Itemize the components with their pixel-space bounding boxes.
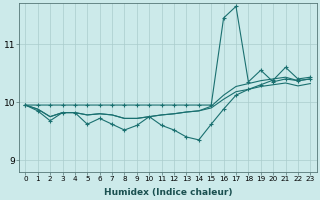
X-axis label: Humidex (Indice chaleur): Humidex (Indice chaleur) (104, 188, 232, 197)
